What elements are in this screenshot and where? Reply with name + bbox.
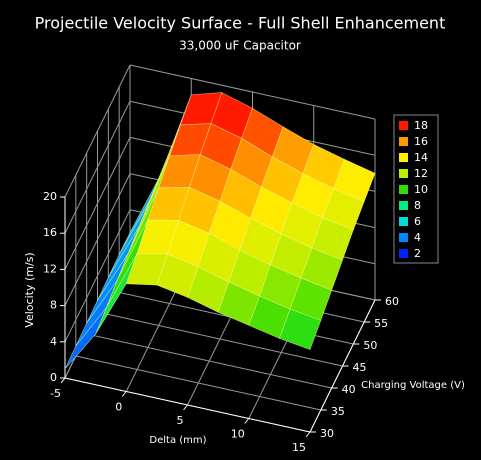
legend-label: 16 <box>414 135 428 148</box>
surface-cell <box>278 308 322 351</box>
legend-swatch <box>399 201 408 210</box>
legend-label: 6 <box>414 215 421 228</box>
z-tick-label: 12 <box>43 262 57 275</box>
z-tick-label: 16 <box>43 226 57 239</box>
legend-label: 8 <box>414 199 421 212</box>
legend-label: 10 <box>414 183 428 196</box>
legend-swatch <box>399 185 408 194</box>
axis-line <box>309 299 376 433</box>
axis-line <box>64 377 311 433</box>
legend-swatch <box>399 217 408 226</box>
z-tick-label: 8 <box>50 299 57 312</box>
x-tick-label: -5 <box>50 387 61 400</box>
y-tick-label: 40 <box>342 383 356 396</box>
z-tick-label: 20 <box>43 190 57 203</box>
y-tick-label: 60 <box>385 295 399 308</box>
y-tick-label: 50 <box>363 339 377 352</box>
legend-swatch <box>399 153 408 162</box>
legend-label: 12 <box>414 167 428 180</box>
grid-line <box>97 311 343 367</box>
chart-title: Projectile Velocity Surface - Full Shell… <box>35 14 446 33</box>
z-tick-label: 0 <box>50 371 57 384</box>
tick-mark <box>121 391 127 397</box>
tick-mark <box>305 431 311 438</box>
z-tick-label: 4 <box>50 335 57 348</box>
grid-line <box>75 355 321 411</box>
grid-line <box>86 333 332 389</box>
legend-swatch <box>399 233 408 242</box>
legend-label: 18 <box>414 119 428 132</box>
legend-swatch <box>399 249 408 258</box>
y-axis-label: Charging Voltage (V) <box>361 380 465 391</box>
legend-swatch <box>399 121 408 130</box>
x-tick-label: 0 <box>115 401 122 414</box>
x-tick-label: 5 <box>177 414 184 427</box>
surface-cell <box>64 307 107 370</box>
tick-mark <box>183 404 188 411</box>
y-tick-label: 30 <box>320 427 334 440</box>
y-tick-label: 45 <box>353 361 367 374</box>
y-tick-label: 55 <box>374 317 388 330</box>
legend-label: 14 <box>414 151 428 164</box>
legend-swatch <box>399 169 408 178</box>
legend-label: 2 <box>414 247 421 260</box>
tick-mark <box>244 418 250 424</box>
z-axis-label: Velocity (m/s) <box>23 252 36 327</box>
y-tick-label: 35 <box>331 405 345 418</box>
x-tick-label: 10 <box>231 428 245 441</box>
x-axis-label: Delta (mm) <box>149 435 206 446</box>
x-tick-label: 15 <box>292 441 306 454</box>
tick-mark <box>60 377 66 384</box>
legend-swatch <box>399 137 408 146</box>
legend-label: 4 <box>414 231 421 244</box>
chart-subtitle: 33,000 uF Capacitor <box>179 39 301 53</box>
